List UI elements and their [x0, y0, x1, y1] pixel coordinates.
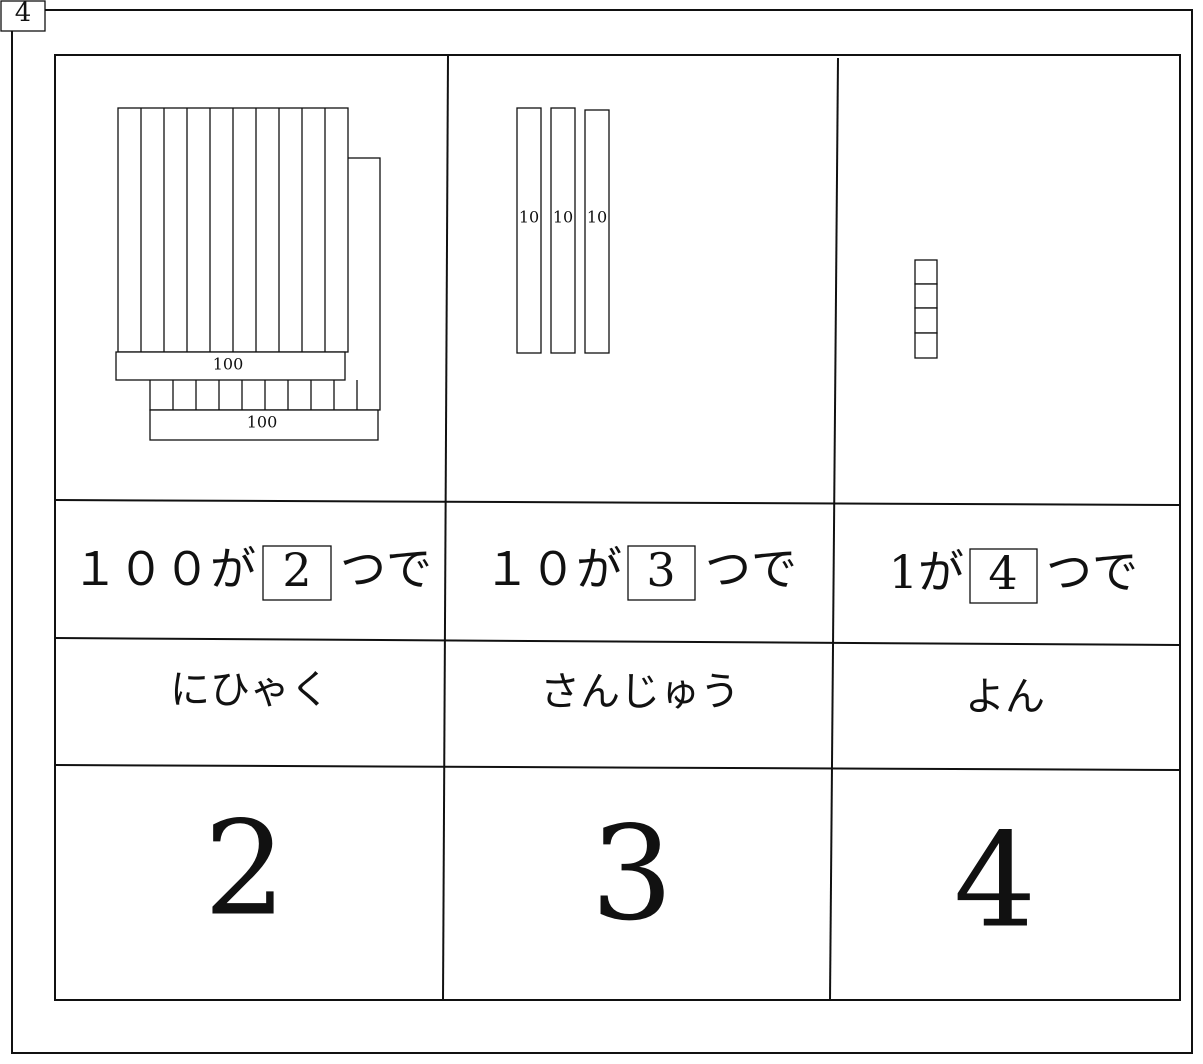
answer: 2	[282, 543, 311, 597]
answer: 4	[988, 546, 1017, 600]
block-label: 100	[213, 355, 244, 374]
suffix: つで	[705, 542, 797, 596]
tens-rods: 10 10 10	[516, 107, 610, 354]
count-text: １００が	[72, 542, 256, 596]
reading: よん	[965, 674, 1045, 720]
count-text: 1が	[889, 545, 964, 599]
table-grid	[54, 54, 1181, 1001]
answer-box	[969, 548, 1038, 604]
reading: にひゃく	[170, 667, 330, 713]
hundreds-blocks: 100 100	[115, 107, 381, 441]
digit: 4	[954, 805, 1037, 957]
suffix: つで	[340, 542, 432, 596]
problem-number: 4	[15, 0, 32, 28]
count-text: １０が	[484, 542, 622, 596]
outer-frame	[11, 9, 1193, 1054]
rod-label: 10	[553, 208, 573, 227]
answer-box	[627, 545, 696, 601]
reading: さんじゅう	[540, 669, 740, 715]
suffix: つで	[1046, 545, 1138, 599]
answer-box	[262, 545, 332, 601]
ones-cubes	[914, 259, 938, 359]
label-box	[0, 0, 46, 32]
block-label: 100	[247, 413, 278, 432]
digit: 3	[591, 798, 674, 950]
answer: 3	[646, 543, 675, 597]
rod-label: 10	[587, 208, 607, 227]
digit: 2	[204, 793, 287, 945]
rod-label: 10	[519, 208, 539, 227]
